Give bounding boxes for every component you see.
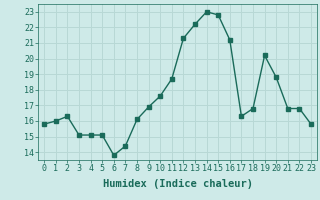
- X-axis label: Humidex (Indice chaleur): Humidex (Indice chaleur): [103, 179, 252, 189]
